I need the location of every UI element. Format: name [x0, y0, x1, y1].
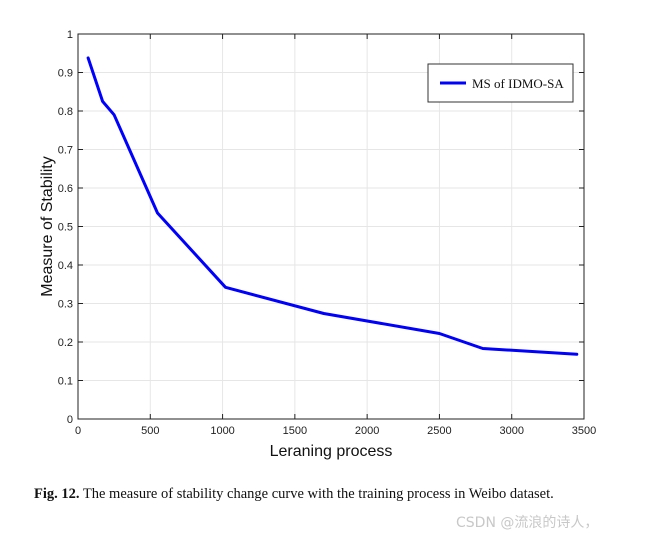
x-tick-label: 3000 [499, 425, 523, 437]
y-tick-label: 1 [67, 29, 73, 41]
series-line [86, 56, 579, 356]
x-tick-label: 2000 [355, 425, 379, 437]
y-axis-label: Measure of Stability [39, 156, 56, 297]
legend-label: MS of IDMO-SA [472, 76, 564, 91]
figure-caption: Fig. 12. The measure of stability change… [34, 484, 614, 504]
y-tick-label: 0.9 [58, 68, 73, 80]
caption-text: The measure of stability change curve wi… [82, 486, 554, 502]
y-tick-label: 0.4 [58, 260, 73, 272]
y-tick-label: 0.5 [58, 222, 73, 234]
x-tick-label: 1000 [210, 425, 234, 437]
line-chart: 0 500 1000 1500 2000 2500 3000 3500 0 0.1 0.2 0.3 0.… [39, 29, 596, 460]
x-tick-label: 3500 [572, 425, 596, 437]
y-tick-label: 0.3 [58, 299, 73, 311]
watermark: CSDN @流浪的诗人， [456, 515, 599, 531]
y-tick-label: 0 [67, 414, 73, 426]
caption-label: Fig. 12. [34, 486, 80, 502]
y-tick-label: 0.2 [58, 337, 73, 349]
x-tick-label: 1500 [283, 425, 307, 437]
y-tick-label: 0.1 [58, 376, 73, 388]
x-tick-label: 2500 [427, 425, 451, 437]
y-tick-label: 0.6 [58, 183, 73, 195]
x-axis-label: Leraning process [270, 443, 393, 460]
y-tick-label: 0.7 [58, 145, 73, 157]
x-tick-label: 500 [141, 425, 159, 437]
y-tick-label: 0.8 [58, 106, 73, 118]
x-tick-label: 0 [75, 425, 81, 437]
